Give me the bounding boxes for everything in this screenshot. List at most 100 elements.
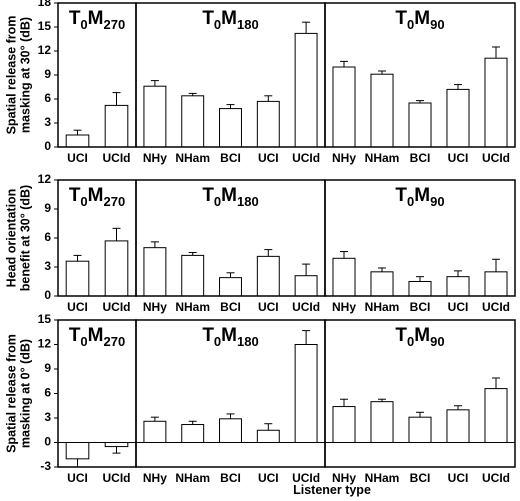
bar-uci bbox=[65, 442, 90, 460]
bar-nhy bbox=[143, 247, 167, 297]
bar-ucid bbox=[104, 240, 129, 297]
bar-uci bbox=[446, 88, 470, 148]
panel-title: T0M90 bbox=[395, 185, 444, 209]
y-tick-label: -3 bbox=[40, 459, 51, 473]
bar-ucid bbox=[294, 344, 318, 443]
y-tick-label: 12 bbox=[38, 172, 52, 186]
category-label: NHam bbox=[175, 471, 210, 485]
category-label: UCId bbox=[292, 471, 320, 485]
category-label: NHam bbox=[365, 300, 400, 314]
panel-title: T0M180 bbox=[202, 8, 258, 32]
category-label: BCI bbox=[410, 151, 431, 165]
bar-nhy bbox=[143, 85, 167, 148]
panel-title: T0M90 bbox=[395, 8, 444, 32]
y-axis-labels: Spatial release from masking at 30° (dB) H… bbox=[4, 16, 32, 453]
y-tick-label: 3 bbox=[44, 259, 51, 273]
y-tick-label: 12 bbox=[38, 43, 52, 57]
category-label: BCI bbox=[410, 300, 431, 314]
y-axis-label-row2-line0: Spatial release from bbox=[4, 334, 18, 453]
bar-ucid bbox=[484, 388, 508, 444]
category-label: NHy bbox=[143, 300, 167, 314]
panel-title: T0M270 bbox=[69, 8, 125, 32]
y-axis-label-row2-line1: masking at 0° (dB) bbox=[18, 339, 32, 448]
category-label: NHy bbox=[143, 471, 167, 485]
category-label: UCId bbox=[103, 151, 131, 165]
bar-bci bbox=[408, 102, 432, 148]
x-axis-label: Listener type bbox=[293, 483, 371, 497]
panel-r1-c1: NHy NHam BCI UCI UCId T0M180 bbox=[135, 179, 326, 314]
category-label: UCI bbox=[448, 300, 469, 314]
panel-r0-c1: NHy NHam BCI UCI UCId T0M180 bbox=[135, 2, 326, 165]
bar-nham bbox=[370, 73, 394, 148]
bar-uci bbox=[446, 409, 470, 444]
y-tick-label: 9 bbox=[44, 201, 51, 215]
bar-nhy bbox=[332, 66, 356, 148]
category-label: NHy bbox=[332, 151, 356, 165]
y-tick-label: 0 bbox=[44, 288, 51, 302]
panel-r2-c2: NHy NHam BCI UCI UCId T0M90 bbox=[324, 319, 516, 485]
bar-bci bbox=[219, 108, 242, 148]
category-label: UCId bbox=[482, 300, 510, 314]
panel-title: T0M90 bbox=[395, 325, 444, 349]
y-tick-label: 3 bbox=[44, 115, 51, 129]
panel-r0-c2: NHy NHam BCI UCI UCId T0M90 bbox=[324, 2, 516, 165]
y-tick-label: 12 bbox=[38, 337, 52, 351]
bar-uci bbox=[65, 134, 90, 148]
bar-nham bbox=[181, 254, 205, 297]
bar-nham bbox=[370, 401, 394, 443]
bar-nhy bbox=[332, 406, 356, 444]
panel-r2-c1: NHy NHam BCI UCI UCId T0M180 bbox=[135, 319, 326, 485]
bar-bci bbox=[408, 416, 432, 443]
y-tick-label: 0 bbox=[44, 139, 51, 153]
bar-ucid bbox=[104, 104, 129, 148]
category-label: UCId bbox=[103, 300, 131, 314]
bar-uci bbox=[256, 100, 280, 148]
category-label: UCId bbox=[292, 151, 320, 165]
bar-ucid bbox=[484, 271, 508, 297]
panel-frame bbox=[324, 319, 516, 468]
panel-r0-c0: 0 3 6 9 12 15 18 UCI UCId T0M270 bbox=[38, 0, 137, 165]
category-label: UCI bbox=[258, 300, 279, 314]
category-label: UCI bbox=[67, 151, 88, 165]
category-label: UCId bbox=[482, 471, 510, 485]
category-label: UCI bbox=[258, 151, 279, 165]
y-tick-label: 3 bbox=[44, 410, 51, 424]
panel-r2-c0: -3 0 3 6 9 12 15 UCI UCId T0M270 bbox=[38, 312, 137, 485]
y-tick-label: 0 bbox=[44, 435, 51, 449]
bar-ucid bbox=[484, 57, 508, 148]
y-tick-label: 6 bbox=[44, 230, 51, 244]
category-label: NHam bbox=[175, 300, 210, 314]
bar-ucid bbox=[104, 442, 129, 448]
bar-uci bbox=[256, 255, 280, 297]
y-tick-label: 15 bbox=[38, 19, 52, 33]
bar-nham bbox=[181, 424, 205, 443]
category-label: UCI bbox=[67, 300, 88, 314]
bar-bci bbox=[219, 277, 242, 297]
panel-frame bbox=[324, 2, 516, 148]
bar-bci bbox=[408, 281, 432, 297]
panel-title: T0M270 bbox=[69, 325, 125, 349]
category-label: NHam bbox=[175, 151, 210, 165]
y-axis-label-row1-line1: benefit at 30° (dB) bbox=[18, 185, 32, 291]
bar-ucid bbox=[294, 275, 318, 297]
y-axis-label-row0-line1: masking at 30° (dB) bbox=[18, 17, 32, 133]
panel-r1-c0: 0 3 6 9 12 UCI UCId T0M270 bbox=[38, 172, 137, 314]
panels: 0 3 6 9 12 15 18 UCI UCId T0M270 NHy NHam BCI UCI UCId… bbox=[38, 0, 516, 485]
bar-uci bbox=[446, 276, 470, 297]
category-label: BCI bbox=[220, 300, 241, 314]
category-label: UCI bbox=[258, 471, 279, 485]
bar-uci bbox=[256, 429, 280, 443]
y-tick-label: 9 bbox=[44, 361, 51, 375]
panel-title: T0M180 bbox=[202, 325, 258, 349]
bar-nhy bbox=[332, 257, 356, 297]
category-label: UCId bbox=[482, 151, 510, 165]
category-label: NHy bbox=[143, 151, 167, 165]
bar-uci bbox=[65, 260, 90, 297]
category-label: BCI bbox=[220, 471, 241, 485]
y-tick-label: 18 bbox=[38, 0, 52, 9]
bar-ucid bbox=[294, 32, 318, 148]
y-axis-label-row1-line0: Head orientation bbox=[4, 189, 18, 288]
panel-frame bbox=[324, 179, 516, 297]
panel-title: T0M270 bbox=[69, 185, 125, 209]
